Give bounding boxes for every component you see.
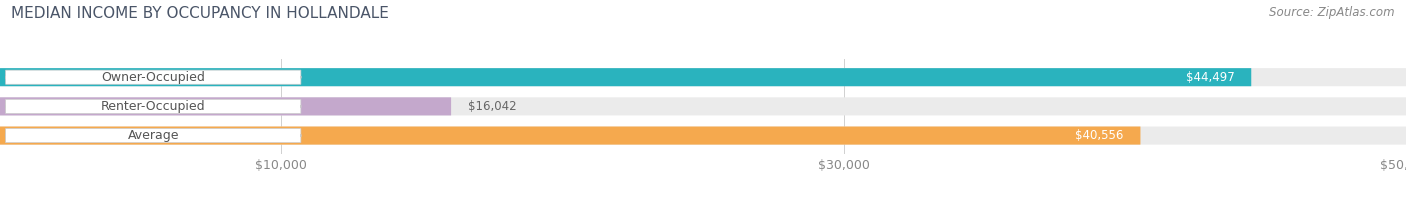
FancyBboxPatch shape [6,128,301,143]
FancyBboxPatch shape [0,126,1406,145]
Text: $40,556: $40,556 [1076,129,1123,142]
FancyBboxPatch shape [0,68,1406,86]
Text: $16,042: $16,042 [468,100,516,113]
Text: Source: ZipAtlas.com: Source: ZipAtlas.com [1270,6,1395,19]
Text: MEDIAN INCOME BY OCCUPANCY IN HOLLANDALE: MEDIAN INCOME BY OCCUPANCY IN HOLLANDALE [11,6,389,21]
Text: Owner-Occupied: Owner-Occupied [101,71,205,84]
FancyBboxPatch shape [6,99,301,113]
FancyBboxPatch shape [0,97,451,115]
Text: Renter-Occupied: Renter-Occupied [101,100,205,113]
Text: $44,497: $44,497 [1185,71,1234,84]
FancyBboxPatch shape [0,97,1406,115]
Text: Average: Average [128,129,179,142]
FancyBboxPatch shape [0,126,1140,145]
FancyBboxPatch shape [6,70,301,84]
FancyBboxPatch shape [0,68,1251,86]
